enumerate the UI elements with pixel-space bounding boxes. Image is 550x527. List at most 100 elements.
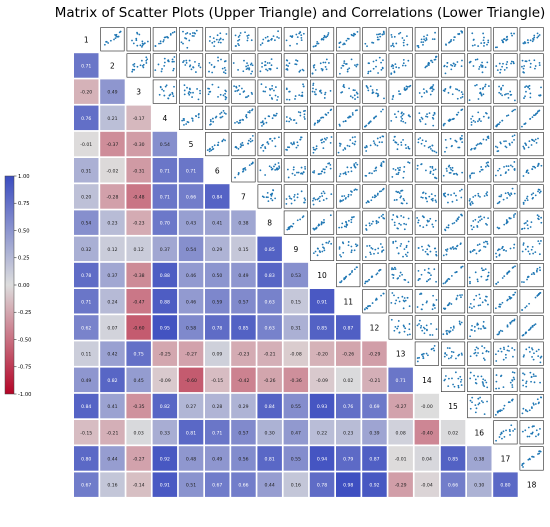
scatter-point — [527, 458, 530, 461]
scatter-point — [301, 216, 304, 219]
scatter-cell — [414, 315, 439, 340]
scatter-point — [446, 279, 449, 281]
scatter-point — [402, 255, 404, 258]
scatter-point — [425, 115, 427, 118]
scatter-point — [418, 319, 421, 322]
scatter-cell — [231, 27, 256, 52]
scatter-point — [380, 162, 383, 165]
scatter-point — [303, 201, 306, 204]
scatter-point — [315, 147, 318, 150]
correlation-cell — [100, 236, 125, 262]
scatter-point — [429, 334, 431, 336]
scatter-point — [393, 224, 396, 227]
scatter-point — [405, 202, 408, 205]
scatter-point — [295, 146, 298, 149]
scatter-point — [225, 33, 228, 35]
scatter-point — [285, 120, 288, 123]
diagonal-label: 7 — [241, 192, 246, 201]
scatter-point — [538, 293, 540, 296]
scatter-point — [264, 117, 267, 120]
scatter-point — [288, 62, 291, 65]
scatter-point — [477, 45, 480, 47]
scatter-point — [268, 87, 271, 90]
correlation-cell — [388, 420, 413, 445]
scatter-point — [400, 243, 403, 245]
scatter-point — [507, 401, 510, 404]
scatter-point — [477, 327, 480, 330]
scatter-point — [538, 62, 541, 64]
scatter-point — [292, 166, 295, 169]
scatter-point — [320, 139, 322, 142]
scatter-point — [471, 250, 474, 252]
scatter-point — [378, 56, 381, 59]
correlation-value: -0.47 — [133, 299, 145, 305]
correlation-cell — [205, 262, 230, 288]
correlation-cell — [309, 446, 335, 471]
correlation-value: 0.29 — [238, 404, 248, 410]
scatter-point — [224, 72, 227, 75]
correlation-cell — [74, 472, 99, 497]
scatter-point — [375, 92, 378, 95]
scatter-point — [380, 215, 383, 218]
scatter-point — [394, 240, 397, 243]
scatter-point — [194, 60, 196, 63]
correlation-value: 0.71 — [212, 430, 222, 436]
correlation-cell — [126, 420, 151, 445]
scatter-point — [398, 222, 401, 225]
correlation-cell — [414, 446, 440, 471]
correlation-cell — [74, 131, 99, 157]
scatter-cell — [519, 446, 544, 471]
scatter-point — [239, 119, 242, 122]
scatter-cell — [493, 341, 518, 366]
scatter-point — [189, 88, 191, 91]
correlation-cell — [205, 236, 230, 262]
scatter-point — [427, 279, 430, 281]
scatter-point — [317, 223, 320, 226]
scatter-point — [219, 112, 221, 115]
scatter-point — [501, 437, 503, 440]
correlation-value: -0.29 — [395, 483, 407, 489]
scatter-point — [216, 144, 219, 146]
scatter-point — [481, 301, 484, 304]
scatter-point — [268, 165, 271, 168]
scatter-point — [447, 193, 450, 196]
scatter-point — [521, 463, 524, 465]
scatter-point — [392, 45, 395, 48]
scatter-point — [532, 358, 535, 361]
diagonal-label: 13 — [396, 350, 406, 359]
scatter-point — [325, 241, 328, 244]
scatter-point — [431, 199, 434, 202]
scatter-point — [495, 65, 498, 67]
scatter-point — [447, 357, 450, 360]
scatter-point — [313, 91, 316, 93]
correlation-value: 0.98 — [343, 483, 353, 489]
scatter-point — [183, 119, 185, 122]
scatter-point — [484, 268, 487, 271]
scatter-point — [192, 91, 194, 94]
correlation-cell — [152, 184, 178, 209]
correlation-value: 0.71 — [81, 299, 91, 305]
scatter-point — [479, 396, 482, 399]
scatter-point — [211, 71, 214, 74]
scatter-point — [473, 374, 475, 377]
scatter-point — [237, 42, 239, 45]
scatter-point — [400, 144, 403, 146]
correlation-cell — [100, 210, 125, 235]
scatter-point — [525, 332, 527, 334]
scatter-point — [161, 68, 163, 70]
scatter-cell — [257, 184, 282, 209]
scatter-point — [528, 140, 531, 143]
scatter-point — [480, 400, 483, 402]
scatter-point — [350, 245, 353, 248]
scatter-point — [285, 148, 288, 151]
scatter-point — [506, 272, 509, 275]
scatter-point — [506, 35, 508, 38]
scatter-point — [425, 352, 428, 355]
scatter-point — [242, 168, 245, 171]
correlation-value: 0.59 — [212, 299, 222, 305]
scatter-point — [507, 298, 509, 301]
scatter-point — [471, 396, 474, 399]
scatter-point — [526, 220, 529, 222]
scatter-point — [327, 111, 330, 114]
scatter-cell — [519, 53, 544, 78]
